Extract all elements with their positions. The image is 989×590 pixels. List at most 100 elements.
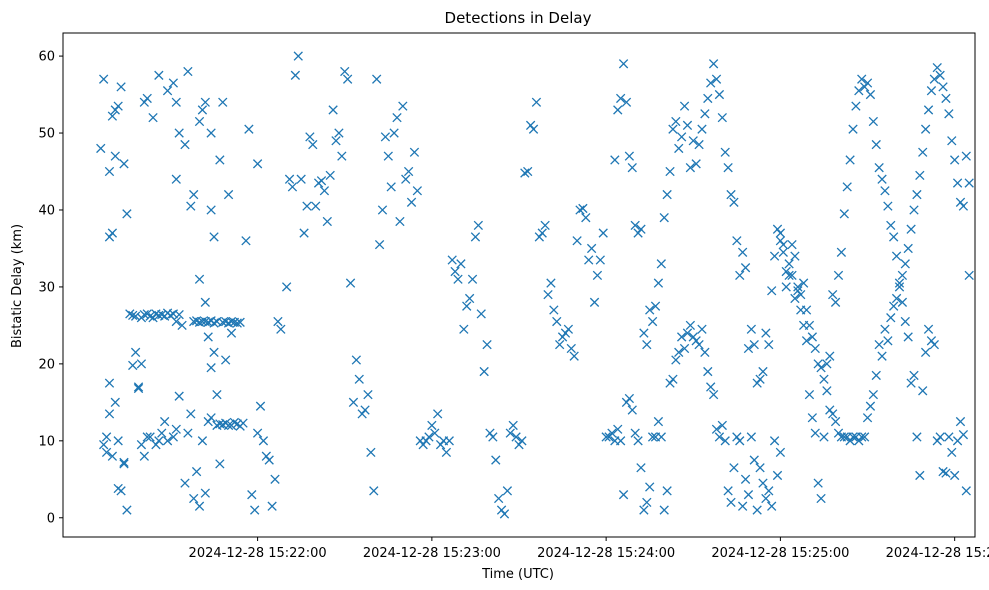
data-point	[206, 205, 216, 215]
data-point	[662, 486, 672, 496]
data-point	[883, 336, 893, 346]
y-tick-label: 60	[38, 50, 55, 65]
data-point	[159, 416, 170, 427]
data-point	[453, 274, 463, 284]
data-point	[104, 378, 115, 388]
data-point	[250, 505, 260, 515]
data-point	[540, 220, 550, 231]
data-point	[923, 105, 934, 115]
data-point	[191, 466, 202, 477]
data-point	[903, 243, 913, 254]
data-point	[197, 436, 208, 446]
data-point	[740, 474, 751, 484]
data-point	[232, 318, 242, 328]
data-point	[865, 89, 876, 100]
data-point	[645, 482, 655, 492]
data-point	[125, 309, 135, 319]
data-point	[833, 270, 844, 281]
data-point	[787, 239, 797, 250]
data-point	[215, 155, 225, 165]
data-point	[107, 451, 118, 461]
data-point	[918, 147, 928, 157]
data-point	[647, 432, 658, 442]
data-point	[186, 201, 196, 211]
data-point	[110, 105, 120, 115]
data-point	[296, 174, 306, 184]
data-point	[613, 105, 623, 115]
data-point	[101, 432, 112, 442]
data-point	[857, 74, 867, 84]
data-point	[354, 374, 364, 384]
data-point	[685, 320, 696, 331]
y-tick-label: 10	[38, 434, 55, 449]
data-point	[830, 416, 841, 427]
data-point	[389, 128, 399, 138]
data-point	[369, 486, 379, 496]
data-point	[854, 86, 864, 96]
data-point	[740, 263, 751, 273]
data-point	[714, 89, 725, 100]
data-point	[119, 457, 129, 468]
data-point	[273, 316, 283, 327]
data-point	[197, 105, 208, 115]
data-point	[897, 270, 908, 281]
data-point	[932, 436, 942, 446]
data-point	[845, 436, 855, 446]
data-point	[238, 418, 248, 428]
data-point	[543, 289, 553, 300]
data-point	[96, 143, 106, 154]
x-tick-label: 2024-12-28 15:24:00	[537, 546, 675, 561]
data-point	[935, 432, 945, 442]
data-point	[758, 366, 768, 377]
data-point	[650, 301, 661, 311]
data-point	[287, 182, 298, 192]
data-point	[842, 182, 852, 192]
data-point	[772, 470, 783, 481]
data-point	[435, 440, 446, 450]
data-point	[418, 440, 428, 450]
data-point	[947, 136, 957, 146]
data-point	[915, 170, 925, 181]
data-point	[104, 232, 115, 242]
data-point	[647, 316, 658, 327]
data-point	[171, 174, 181, 184]
data-point	[871, 370, 881, 381]
data-point	[694, 139, 704, 150]
data-point	[206, 413, 216, 423]
data-point	[578, 203, 588, 214]
data-point	[528, 124, 539, 134]
data-point	[104, 166, 115, 177]
data-point	[433, 409, 443, 419]
data-point	[133, 382, 144, 392]
data-point	[247, 490, 257, 500]
data-point	[316, 176, 327, 186]
data-point	[955, 416, 966, 427]
data-point	[456, 259, 466, 269]
data-point	[252, 159, 263, 169]
data-point	[793, 286, 803, 296]
data-point	[909, 370, 919, 381]
data-point	[825, 405, 835, 415]
data-point	[755, 463, 765, 473]
data-point	[839, 209, 849, 219]
data-point	[639, 328, 649, 338]
data-point	[929, 339, 939, 350]
data-point	[804, 389, 815, 400]
data-point	[958, 201, 969, 211]
data-point	[148, 112, 158, 123]
data-point	[656, 259, 666, 269]
data-point	[128, 310, 138, 321]
data-point	[223, 189, 234, 200]
data-point	[104, 409, 115, 419]
data-point	[523, 166, 533, 177]
data-point	[636, 224, 646, 234]
data-point	[424, 432, 434, 442]
data-point	[700, 347, 710, 357]
data-point	[290, 70, 301, 80]
data-point	[589, 297, 600, 307]
data-point	[775, 228, 786, 238]
data-point	[386, 182, 396, 192]
data-point	[874, 339, 884, 350]
data-point	[459, 324, 469, 334]
